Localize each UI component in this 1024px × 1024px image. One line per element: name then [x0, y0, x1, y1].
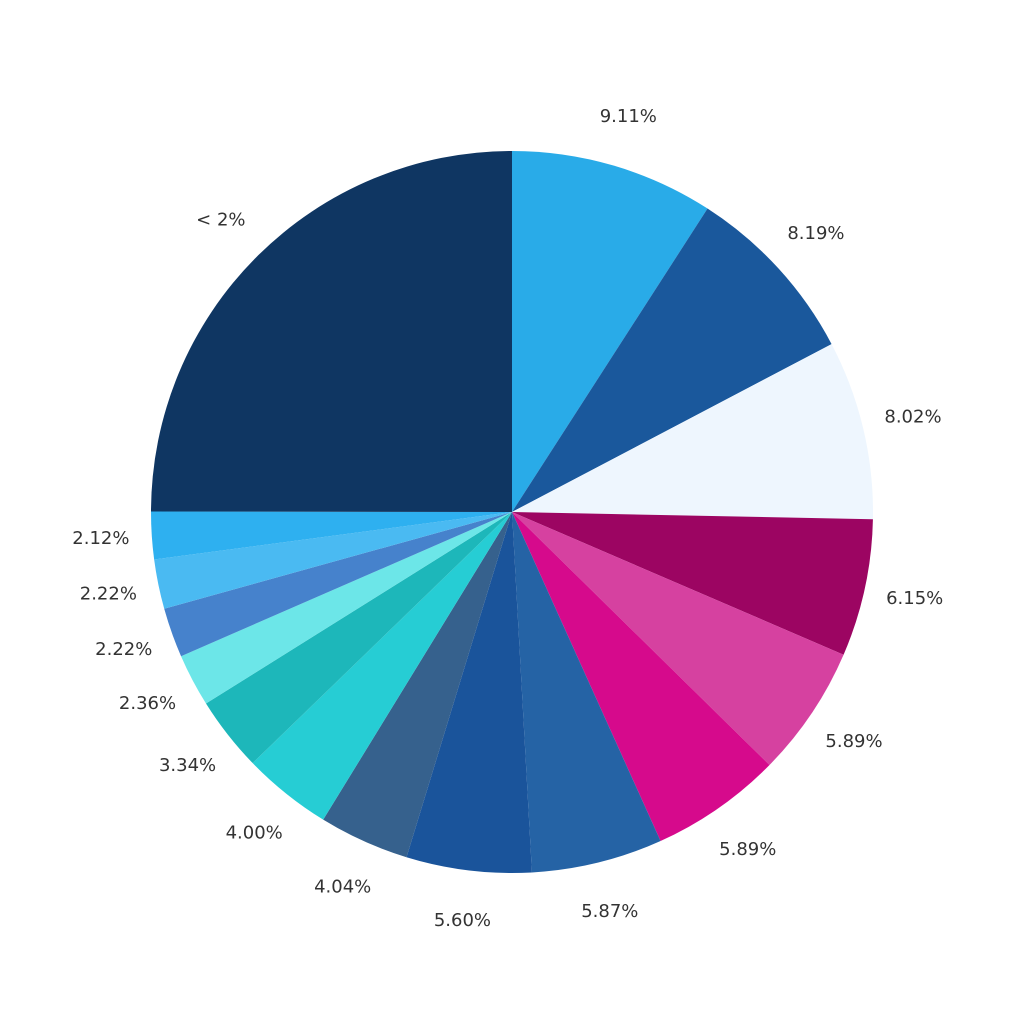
pie-slice: [323, 512, 512, 858]
pie-slice: [181, 512, 513, 704]
pie-slice: [154, 512, 512, 609]
slice-category-label: < 2%: [196, 209, 245, 230]
slice-label: 8.02%: [884, 406, 941, 427]
pie-slice: [512, 512, 661, 873]
slice-label: 4.00%: [226, 822, 283, 843]
pie-slice: [512, 344, 874, 520]
pie-slice: [512, 151, 708, 512]
slice-label: 8.19%: [787, 223, 844, 244]
slice-label: 5.89%: [719, 839, 776, 860]
slice-label: 5.60%: [434, 910, 491, 931]
pie-slice: [164, 512, 512, 657]
slice-label: 2.36%: [119, 693, 176, 714]
slice-label: 4.04%: [314, 877, 371, 898]
pie-slice: [512, 512, 770, 842]
slice-label: 3.34%: [159, 755, 216, 776]
pie-slice: [151, 151, 512, 512]
slice-label: 5.89%: [825, 731, 882, 752]
slice-label: 2.22%: [80, 584, 137, 605]
pie-slice: [406, 512, 532, 873]
slice-label: 5.87%: [581, 901, 638, 922]
pie-slice: [512, 512, 844, 766]
pie-slice: [205, 512, 512, 764]
pie-slice: [151, 511, 512, 560]
pie-slice: [512, 512, 873, 655]
pie-slice: [252, 512, 512, 820]
slice-label: 9.11%: [600, 106, 657, 127]
slice-label: 2.12%: [72, 528, 129, 549]
slice-label: 6.15%: [886, 588, 943, 609]
pie-slice: [512, 208, 832, 512]
slice-label: 2.22%: [95, 639, 152, 660]
